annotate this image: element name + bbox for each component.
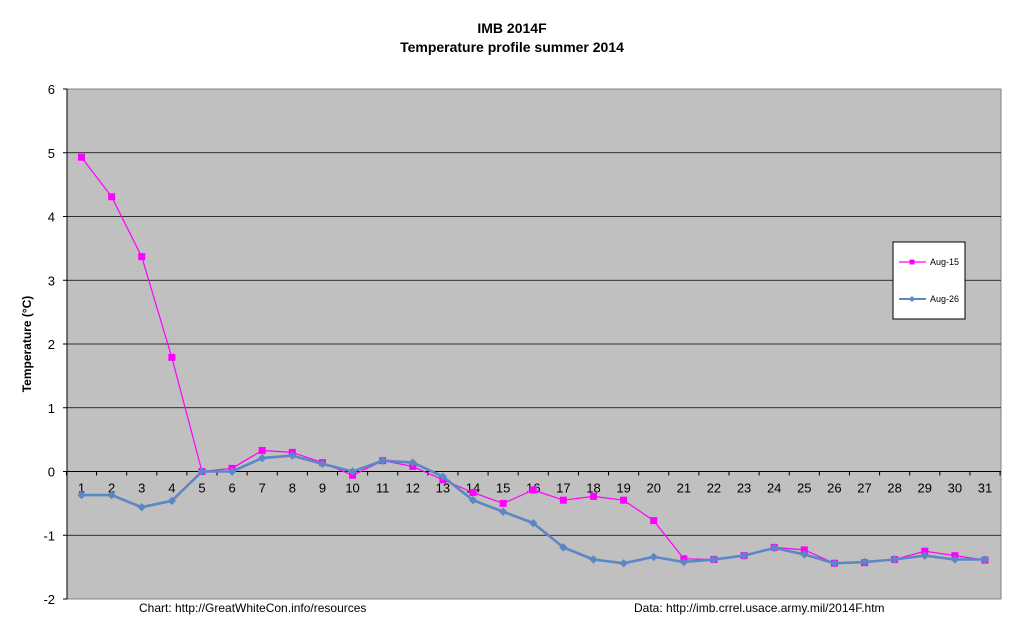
data-point-aug-26 — [980, 555, 990, 564]
data-point-aug-26 — [769, 543, 779, 553]
x-tick-label: 25 — [797, 481, 811, 496]
data-point-aug-26 — [739, 551, 749, 560]
x-tick-label: 27 — [857, 481, 871, 496]
x-tick-label: 8 — [289, 481, 296, 496]
data-point-aug-26 — [408, 458, 417, 467]
x-tick-label: 26 — [827, 481, 841, 496]
x-tick-label: 19 — [616, 481, 630, 496]
data-point-aug-15 — [620, 496, 628, 504]
y-tick-label: 1 — [48, 401, 55, 416]
data-point-aug-26 — [589, 555, 598, 564]
y-tick-label: 0 — [48, 465, 55, 480]
x-tick-label: 23 — [737, 481, 751, 496]
legend-label-aug-26: Aug-26 — [930, 294, 959, 304]
x-tick-label: 24 — [767, 481, 781, 496]
x-tick-label: 15 — [496, 481, 510, 496]
data-point-aug-26 — [107, 490, 116, 500]
x-tick-label: 2 — [108, 481, 115, 496]
data-point-aug-26 — [679, 557, 689, 567]
data-point-aug-15 — [138, 253, 146, 261]
x-tick-label: 22 — [707, 481, 721, 496]
y-tick-label: 6 — [48, 82, 55, 97]
data-point-aug-26 — [378, 456, 387, 465]
chart-subtitle: Temperature profile summer 2014 — [400, 39, 624, 55]
x-tick-label: 30 — [948, 481, 962, 496]
legend-marker-aug-26 — [909, 296, 915, 302]
data-point-aug-26 — [137, 503, 146, 512]
y-axis-ticks: -2 -1 0 1 2 3 4 5 6 — [43, 82, 68, 607]
y-tick-label: 3 — [48, 273, 55, 288]
x-tick-label: 1 — [78, 481, 85, 496]
y-tick-label: 4 — [48, 210, 55, 225]
x-tick-label: 6 — [228, 481, 235, 496]
data-point-aug-15 — [650, 517, 658, 525]
data-point-aug-26 — [438, 472, 448, 481]
data-point-aug-26 — [258, 453, 267, 463]
data-point-aug-15 — [559, 496, 567, 504]
data-point-aug-26 — [920, 551, 929, 560]
data-point-aug-26 — [830, 559, 839, 568]
x-tick-label: 5 — [198, 481, 205, 496]
x-tick-label: 21 — [677, 481, 691, 496]
data-point-aug-15 — [800, 546, 808, 554]
legend-marker-aug-15 — [909, 259, 915, 265]
x-tick-label: 18 — [586, 481, 600, 496]
data-point-aug-26 — [709, 555, 719, 564]
data-point-aug-26 — [860, 557, 869, 567]
data-point-aug-15 — [168, 353, 176, 361]
x-tick-label: 4 — [168, 481, 175, 496]
chart-title: IMB 2014F — [477, 20, 547, 36]
x-tick-label: 14 — [466, 481, 480, 496]
data-point-aug-26 — [950, 555, 960, 564]
data-point-aug-15 — [499, 499, 507, 507]
data-point-aug-15 — [469, 489, 477, 497]
data-point-aug-26 — [197, 467, 207, 476]
x-tick-label: 7 — [259, 481, 266, 496]
data-point-aug-15 — [108, 193, 116, 201]
data-point-aug-26 — [77, 490, 86, 500]
legend: Aug-15 Aug-26 — [892, 241, 966, 320]
x-tick-label: 29 — [918, 481, 932, 496]
series-lines — [77, 153, 990, 568]
data-point-aug-26 — [498, 507, 508, 516]
x-tick-label: 20 — [646, 481, 660, 496]
data-point-aug-26 — [800, 550, 809, 559]
legend-box — [892, 241, 966, 320]
data-point-aug-15 — [529, 486, 537, 494]
data-point-aug-26 — [619, 559, 628, 568]
legend-label-aug-15: Aug-15 — [930, 257, 959, 267]
data-point-aug-26 — [288, 451, 297, 460]
data-point-aug-15 — [589, 492, 597, 500]
data-point-aug-26 — [167, 496, 177, 506]
x-tick-label: 17 — [556, 481, 570, 496]
data-point-aug-26 — [529, 518, 538, 528]
x-tick-label: 10 — [345, 481, 359, 496]
data-point-aug-15 — [258, 446, 266, 454]
y-tick-label: -2 — [43, 592, 55, 607]
footer-chart-credit: Chart: http://GreatWhiteCon.info/resourc… — [139, 601, 366, 615]
data-point-aug-26 — [348, 467, 357, 476]
x-tick-label: 11 — [376, 481, 390, 496]
y-tick-label: 5 — [48, 146, 55, 161]
x-tick-label: 12 — [406, 481, 420, 496]
data-point-aug-26 — [559, 543, 568, 552]
y-axis-label: Temperature (°C) — [20, 296, 34, 393]
x-tick-label: 28 — [887, 481, 901, 496]
data-point-aug-26 — [890, 555, 899, 564]
data-point-aug-15 — [921, 547, 929, 555]
data-point-aug-26 — [468, 495, 478, 505]
y-tick-label: -1 — [43, 528, 55, 543]
data-point-aug-26 — [227, 467, 237, 476]
y-tick-label: 2 — [48, 337, 55, 352]
x-tick-label: 9 — [319, 481, 326, 496]
x-tick-label: 3 — [138, 481, 145, 496]
x-tick-label: 13 — [436, 481, 450, 496]
footer-data-source: Data: http://imb.crrel.usace.army.mil/20… — [634, 601, 885, 615]
x-tick-label: 31 — [978, 481, 992, 496]
data-point-aug-26 — [318, 459, 327, 469]
data-point-aug-26 — [649, 552, 658, 562]
series-aug-26 — [77, 451, 990, 568]
data-point-aug-15 — [78, 153, 85, 161]
